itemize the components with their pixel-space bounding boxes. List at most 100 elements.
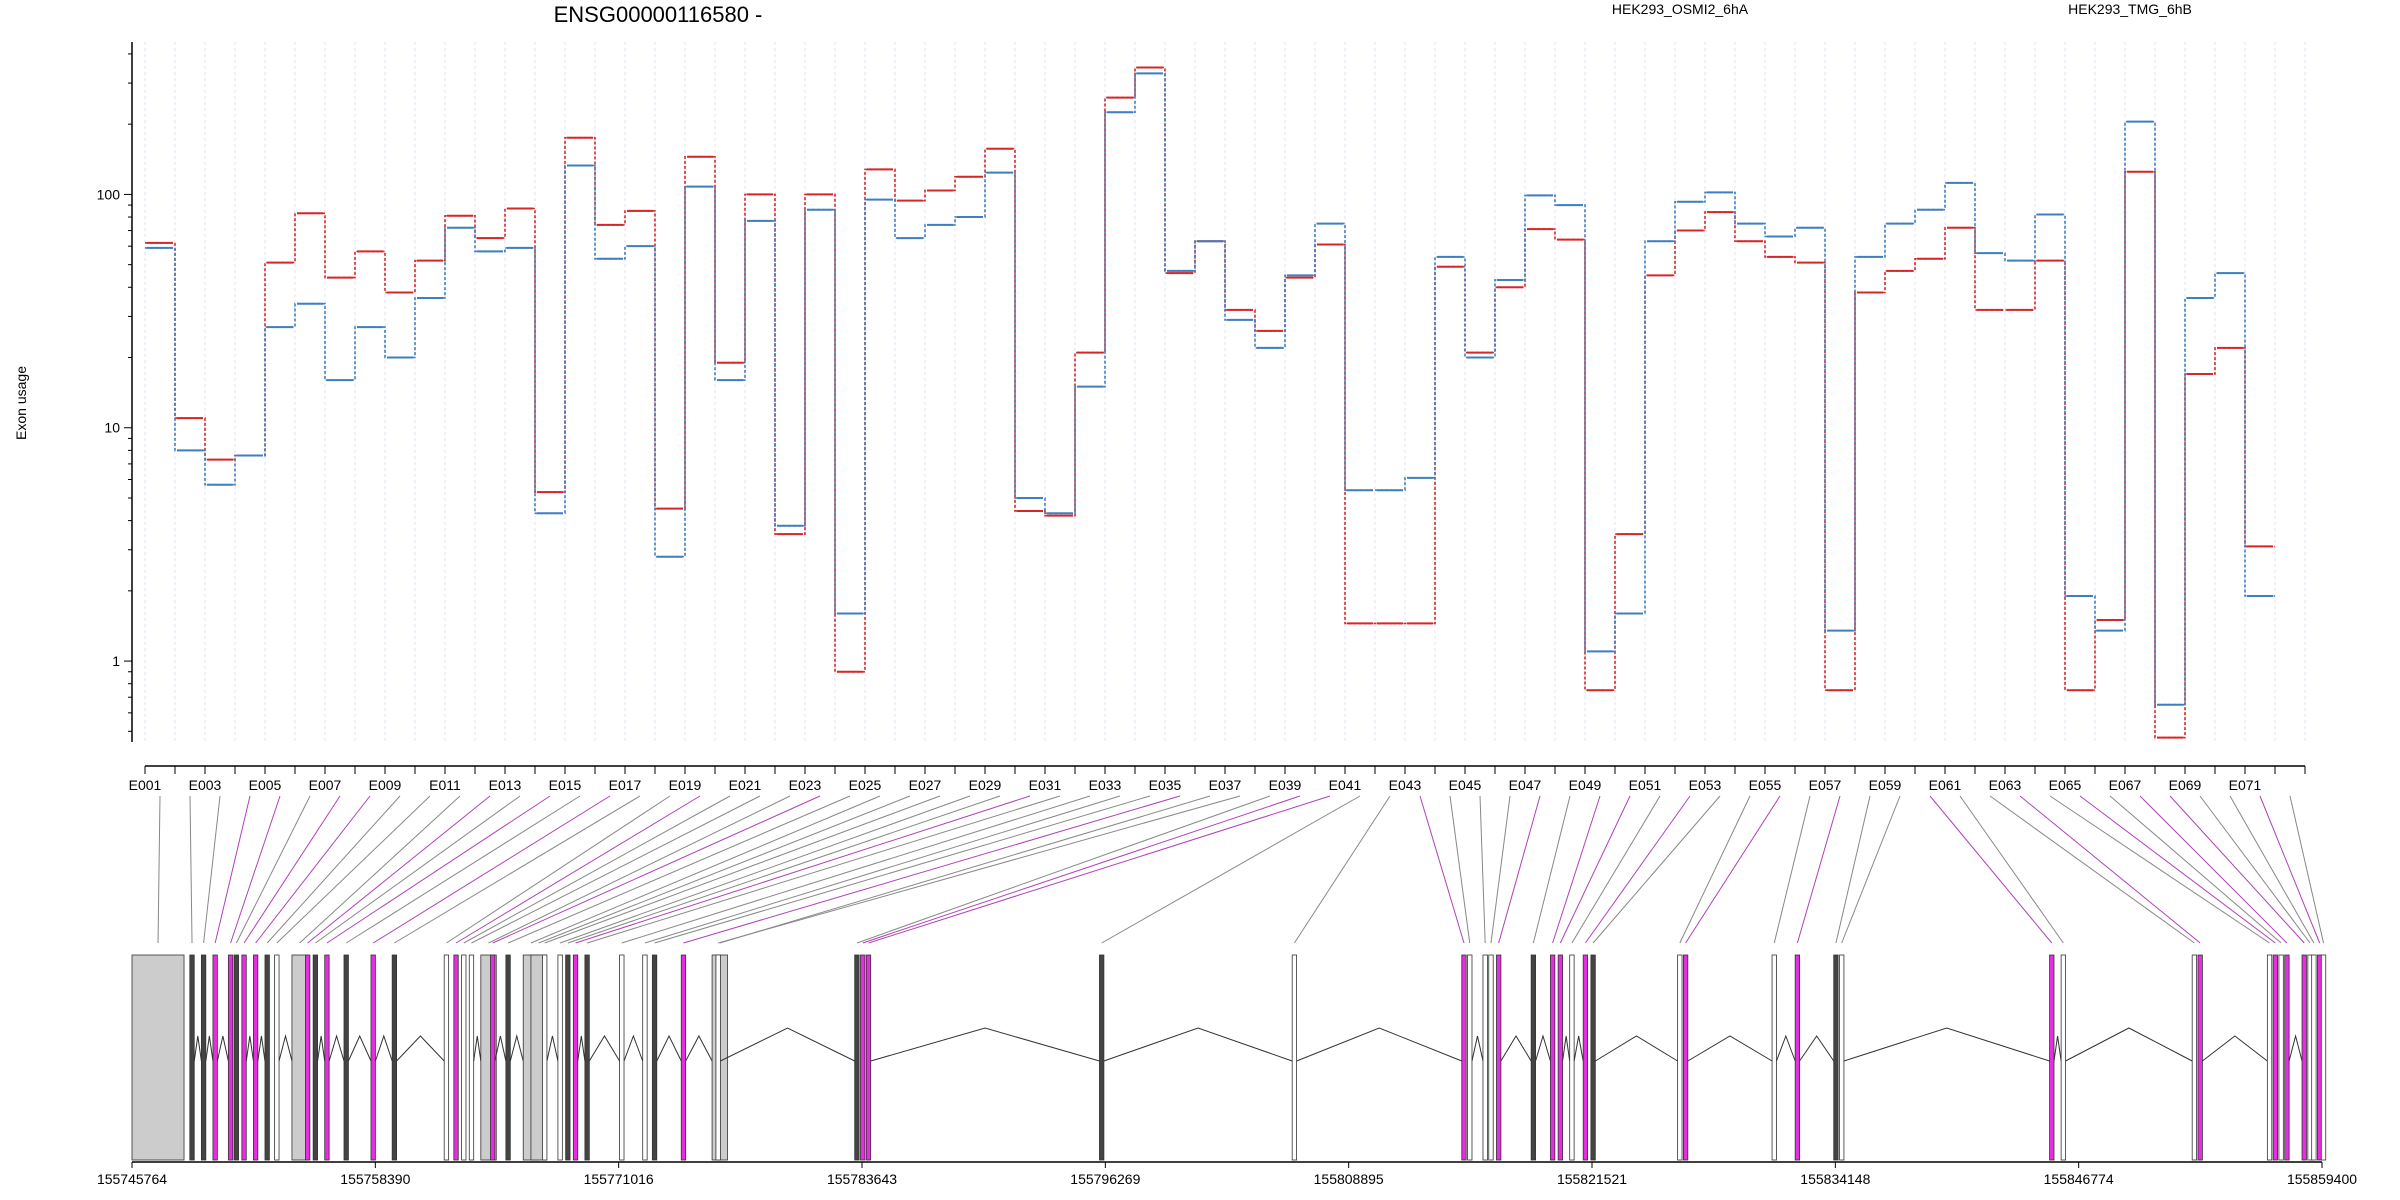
gene-exon bbox=[131, 954, 185, 1161]
x-tick-label: E049 bbox=[1569, 777, 1602, 793]
series-a bbox=[145, 66, 2275, 739]
x-tick-label: E035 bbox=[1149, 777, 1182, 793]
gene-exon bbox=[443, 954, 450, 1161]
exon-connector bbox=[544, 795, 941, 944]
exon-connector bbox=[1559, 795, 1631, 944]
exon-connector bbox=[203, 795, 221, 944]
exon-connector bbox=[718, 795, 1241, 944]
gene-exon bbox=[557, 954, 563, 1161]
gene-exon bbox=[619, 954, 625, 1161]
gene-exon bbox=[189, 954, 195, 1161]
exon-connector bbox=[189, 795, 193, 944]
grid-lines bbox=[144, 42, 2306, 742]
exon-connector bbox=[1929, 795, 2053, 944]
intron-line bbox=[577, 1035, 586, 1062]
gene-exon bbox=[865, 954, 872, 1161]
exon-connector bbox=[567, 795, 1001, 944]
exon-connector bbox=[1584, 795, 1691, 944]
y-axis-label: Exon usage bbox=[13, 366, 29, 440]
x-axis: E001 E003 E005 E007 E009 E011 E013 E015 E017 E019… bbox=[129, 765, 2306, 793]
chart-title: ENSG00000116580 - bbox=[554, 2, 763, 27]
exon-connector bbox=[507, 795, 851, 944]
exon-connector bbox=[2229, 795, 2315, 944]
intron-line bbox=[374, 1034, 393, 1062]
gene-exon bbox=[227, 954, 234, 1161]
gene-exon bbox=[1683, 954, 1689, 1161]
exon-connector bbox=[315, 795, 521, 944]
exon-connector bbox=[471, 795, 761, 944]
gene-exon bbox=[324, 954, 330, 1161]
intron-line bbox=[347, 1034, 372, 1062]
exon-connector bbox=[276, 795, 431, 944]
gene-exon bbox=[2191, 954, 2198, 1161]
gene-exon bbox=[370, 954, 376, 1161]
exon-connector bbox=[372, 795, 611, 944]
intron-line bbox=[1776, 1034, 1796, 1062]
series-line bbox=[145, 66, 2275, 739]
gene-exon bbox=[1582, 954, 1589, 1161]
exon-connector bbox=[586, 795, 1061, 944]
exon-connector bbox=[1498, 795, 1541, 944]
gene-exon bbox=[2197, 954, 2203, 1161]
intron-line bbox=[216, 1035, 229, 1062]
x-tick-label: E053 bbox=[1689, 777, 1722, 793]
exon-connector bbox=[230, 795, 281, 944]
x-tick-label: E041 bbox=[1329, 777, 1362, 793]
gene-exon bbox=[2272, 954, 2278, 1161]
series-lines bbox=[145, 66, 2275, 739]
exon-connector bbox=[1479, 795, 1486, 944]
gene-exon bbox=[2311, 954, 2317, 1161]
intron-line bbox=[720, 1027, 855, 1062]
coordinate-label: 155859400 bbox=[2287, 1171, 2357, 1187]
gene-exon bbox=[642, 954, 648, 1161]
intron-line bbox=[1687, 1035, 1773, 1062]
exon-connector bbox=[1592, 795, 1721, 944]
y-tick-label: 1 bbox=[112, 653, 120, 669]
gene-exon bbox=[1839, 954, 1845, 1161]
gene-exon bbox=[312, 954, 318, 1161]
exon-connector bbox=[1571, 795, 1661, 944]
intron-line bbox=[494, 1035, 507, 1062]
intron-line bbox=[1843, 1027, 2050, 1062]
exon-connector bbox=[394, 795, 641, 944]
gene-exon bbox=[1461, 954, 1467, 1161]
gene-exon bbox=[1488, 954, 1494, 1161]
exon-connector bbox=[862, 795, 1301, 944]
intron-line bbox=[1471, 1035, 1484, 1062]
intron-line bbox=[396, 1035, 445, 1062]
exon-connector bbox=[214, 795, 251, 944]
intron-line bbox=[278, 1034, 293, 1062]
exon-connector bbox=[559, 795, 971, 944]
intron-line bbox=[656, 1034, 682, 1062]
exon-connector bbox=[1449, 795, 1471, 944]
coordinate-label: 155783643 bbox=[827, 1171, 897, 1187]
exon-connector bbox=[446, 795, 671, 944]
exon-connector bbox=[463, 795, 731, 944]
gene-exon bbox=[1794, 954, 1801, 1161]
gene-exon bbox=[1482, 954, 1488, 1161]
gene-exon bbox=[572, 954, 579, 1161]
intron-line bbox=[1573, 1035, 1584, 1062]
gene-exon bbox=[542, 954, 548, 1161]
x-tick-label: E011 bbox=[429, 777, 461, 793]
intron-line bbox=[509, 1034, 524, 1062]
series-b bbox=[145, 72, 2275, 706]
gene-exon bbox=[233, 954, 239, 1161]
intron-line bbox=[257, 1035, 266, 1062]
x-tick-label: E069 bbox=[2169, 777, 2202, 793]
exon-connector bbox=[157, 795, 161, 944]
gene-exon bbox=[715, 954, 721, 1161]
gene-model bbox=[131, 954, 2327, 1161]
gene-exon bbox=[274, 954, 280, 1161]
genomic-coordinates: 155745764 155758390 155771016 155783643 1557… bbox=[97, 1161, 2357, 1187]
gene-exon bbox=[1291, 954, 1298, 1161]
x-tick-label: E045 bbox=[1449, 777, 1482, 793]
y-tick-label: 100 bbox=[97, 186, 121, 202]
gene-exon bbox=[264, 954, 270, 1161]
x-tick-label: E039 bbox=[1269, 777, 1302, 793]
x-tick-label: E003 bbox=[189, 777, 222, 793]
x-tick-label: E037 bbox=[1209, 777, 1242, 793]
gene-exon bbox=[2284, 954, 2290, 1161]
exon-connector bbox=[575, 795, 1031, 944]
exon-connector bbox=[1419, 795, 1465, 944]
